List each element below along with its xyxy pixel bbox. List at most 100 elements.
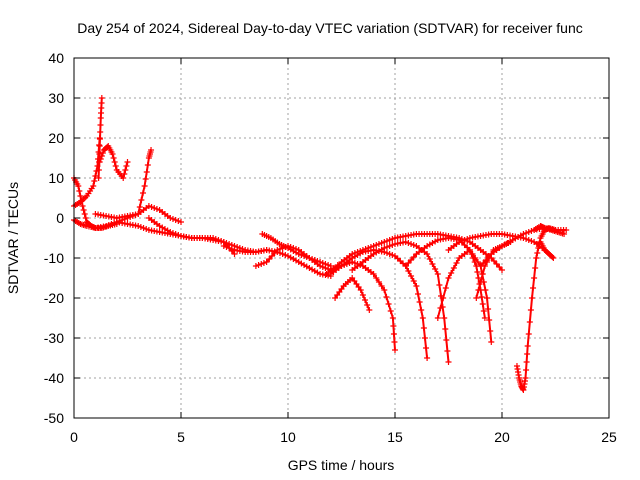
- data-point: [95, 167, 102, 173]
- series-arc23: [537, 239, 557, 261]
- data-point: [137, 224, 144, 230]
- data-point: [167, 229, 174, 235]
- data-point: [136, 204, 143, 210]
- data-point: [111, 220, 118, 226]
- data-point: [405, 260, 412, 266]
- data-point: [75, 183, 82, 189]
- data-point: [282, 252, 289, 258]
- series-arc14: [332, 275, 373, 313]
- data-point: [362, 246, 369, 252]
- data-point: [95, 175, 102, 181]
- data-point: [402, 263, 409, 269]
- data-point: [144, 162, 151, 168]
- data-point: [79, 203, 86, 209]
- data-point: [448, 270, 455, 276]
- data-point: [311, 257, 318, 263]
- data-point: [419, 315, 426, 321]
- data-point: [124, 159, 131, 165]
- x-axis-label: GPS time / hours: [288, 457, 395, 473]
- data-point: [122, 167, 129, 173]
- data-point: [151, 205, 158, 211]
- data-point: [466, 247, 473, 253]
- data-point: [390, 323, 397, 329]
- data-point: [99, 150, 106, 156]
- data-point: [444, 348, 451, 354]
- data-point: [319, 260, 326, 266]
- data-point: [140, 190, 147, 196]
- data-point: [331, 265, 338, 271]
- data-point: [535, 245, 542, 251]
- data-point: [381, 239, 388, 245]
- y-tick-labels: -50 -40 -30 -20 -10 0 10 20 30 40: [44, 50, 64, 426]
- series-arc12: [327, 247, 431, 361]
- data-point: [120, 175, 127, 181]
- data-point: [410, 242, 417, 248]
- data-point: [110, 155, 117, 161]
- series-arc4: [96, 143, 131, 181]
- data-point: [475, 275, 482, 281]
- data-point: [437, 305, 444, 311]
- data-point: [266, 256, 273, 262]
- data-point: [445, 359, 452, 365]
- data-point: [480, 260, 487, 266]
- data-point: [472, 255, 479, 261]
- data-point: [418, 307, 425, 313]
- data-point: [325, 262, 332, 268]
- data-point: [148, 204, 155, 210]
- data-point: [370, 243, 377, 249]
- data-point: [386, 237, 393, 243]
- data-point: [138, 197, 145, 203]
- data-point: [96, 136, 103, 142]
- data-point: [271, 250, 278, 256]
- data-point: [334, 262, 341, 268]
- data-point: [533, 255, 540, 261]
- data-point: [499, 267, 505, 273]
- data-point: [484, 295, 491, 301]
- data-point: [392, 347, 398, 353]
- data-point: [223, 244, 230, 250]
- data-point: [527, 307, 534, 313]
- data-point: [443, 337, 450, 343]
- data-point: [172, 231, 179, 237]
- data-point: [402, 239, 409, 245]
- data-point: [387, 308, 394, 314]
- data-point: [303, 254, 310, 260]
- data-point: [461, 237, 468, 243]
- data-point: [111, 159, 118, 165]
- data-point: [370, 271, 377, 277]
- data-point: [453, 260, 460, 266]
- data-point: [141, 183, 148, 189]
- data-point: [260, 260, 267, 266]
- data-point: [434, 271, 441, 277]
- data-point: [522, 375, 529, 381]
- data-point: [98, 153, 105, 159]
- data-point: [143, 226, 150, 232]
- data-point: [226, 245, 233, 251]
- data-point: [424, 355, 431, 361]
- data-point: [378, 283, 385, 289]
- data-point: [408, 257, 415, 263]
- data-point: [97, 156, 104, 162]
- data-point: [561, 231, 568, 237]
- data-point: [480, 308, 487, 314]
- series-trace: [330, 249, 429, 359]
- data-point: [76, 188, 83, 194]
- y-tick-label: 20: [48, 130, 64, 146]
- data-point: [306, 255, 313, 261]
- data-point: [258, 261, 265, 267]
- data-point: [172, 217, 179, 223]
- data-point: [482, 287, 489, 293]
- data-point: [524, 343, 531, 349]
- data-point: [383, 250, 390, 256]
- data-point: [383, 244, 390, 250]
- y-tick-label: -10: [44, 250, 64, 266]
- data-point: [534, 250, 541, 256]
- data-point: [530, 285, 537, 291]
- data-point: [424, 251, 431, 257]
- data-point: [405, 268, 412, 274]
- data-point: [97, 129, 104, 135]
- data-point: [268, 253, 275, 259]
- data-point: [442, 326, 449, 332]
- data-point: [528, 238, 535, 244]
- data-point: [413, 283, 420, 289]
